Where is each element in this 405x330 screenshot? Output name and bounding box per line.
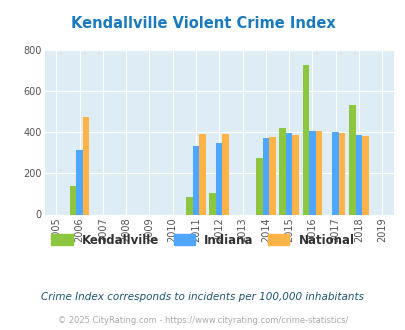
Bar: [222, 134, 228, 214]
Bar: [192, 147, 199, 214]
Bar: [348, 105, 355, 214]
Legend: Kendallville, Indiana, National: Kendallville, Indiana, National: [47, 229, 358, 251]
Bar: [269, 137, 275, 214]
Bar: [338, 133, 345, 214]
Text: © 2025 CityRating.com - https://www.cityrating.com/crime-statistics/: © 2025 CityRating.com - https://www.city…: [58, 316, 347, 325]
Text: Crime Index corresponds to incidents per 100,000 inhabitants: Crime Index corresponds to incidents per…: [41, 292, 364, 302]
Bar: [292, 135, 298, 214]
Bar: [262, 138, 269, 214]
Bar: [83, 116, 89, 214]
Bar: [302, 65, 308, 214]
Bar: [76, 149, 83, 214]
Text: Kendallville Violent Crime Index: Kendallville Violent Crime Index: [70, 16, 335, 31]
Bar: [361, 136, 368, 214]
Bar: [186, 197, 192, 214]
Bar: [279, 128, 285, 214]
Bar: [215, 143, 222, 214]
Bar: [315, 131, 321, 214]
Bar: [256, 158, 262, 214]
Bar: [209, 193, 215, 215]
Bar: [332, 132, 338, 214]
Bar: [308, 131, 315, 214]
Bar: [355, 135, 361, 214]
Bar: [199, 134, 205, 214]
Bar: [285, 133, 292, 214]
Bar: [70, 185, 76, 214]
